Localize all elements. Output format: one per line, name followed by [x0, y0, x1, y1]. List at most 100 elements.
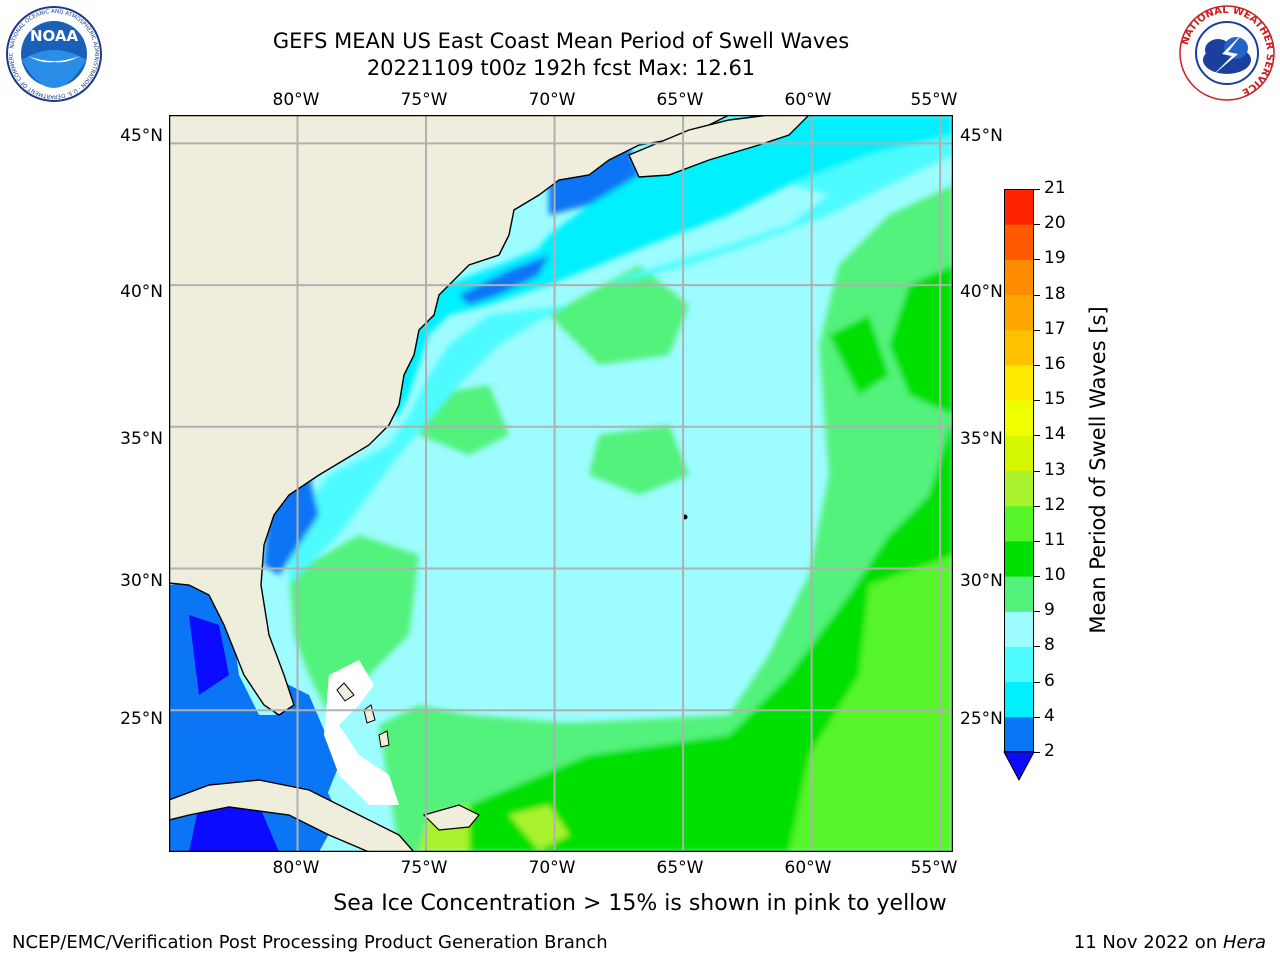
colorbar-tick-mark	[1034, 505, 1040, 507]
colorbar-extend-arrow	[1003, 751, 1035, 782]
colorbar-swatch	[1004, 716, 1034, 753]
region-11-12s	[789, 555, 953, 852]
hispaniola-land	[422, 804, 480, 831]
colorbar-tick-label: 14	[1044, 424, 1066, 445]
colorbar-tick-mark	[1034, 540, 1040, 542]
lat-label-right-35n: 35°N	[960, 429, 1003, 449]
region-10-11s-north	[889, 265, 953, 415]
colorbar-tick-label: 17	[1044, 318, 1066, 339]
colorbar-tick-mark	[1034, 189, 1040, 190]
colorbar-tick-mark	[1034, 716, 1040, 718]
colorbar-tick-label: 6	[1044, 670, 1055, 691]
colorbar-swatch	[1004, 435, 1034, 471]
colorbar-tick-label: 9	[1044, 600, 1055, 621]
lon-label-bottom-55w: 55°W	[910, 858, 958, 878]
colorbar-tick-label: 8	[1044, 635, 1055, 656]
lat-label-right-45n: 45°N	[960, 126, 1003, 146]
colorbar-swatch	[1004, 189, 1034, 225]
colorbar-tick-label: 18	[1044, 283, 1066, 304]
colorbar-tick-label: 10	[1044, 565, 1066, 586]
colorbar-tick-mark	[1034, 224, 1040, 226]
lat-label-right-30n: 30°N	[960, 571, 1003, 591]
footer-date: 11 Nov 2022 on Hera	[1074, 932, 1266, 953]
colorbar-swatch	[1004, 364, 1034, 401]
colorbar-tick-mark	[1034, 400, 1040, 402]
nova-scotia-land	[628, 115, 810, 178]
region-mid-patch	[589, 425, 689, 495]
colorbar-swatch	[1004, 259, 1034, 296]
colorbar-tick-mark	[1034, 435, 1040, 437]
colorbar-tick-label: 15	[1044, 389, 1066, 410]
colorbar-tick-mark	[1034, 294, 1040, 296]
colorbar-tick-label: 20	[1044, 213, 1066, 234]
colorbar-tick-mark	[1034, 646, 1040, 648]
colorbar-swatch	[1004, 470, 1034, 507]
colorbar-tick-label: 21	[1044, 178, 1066, 198]
lon-label-bottom-70w: 70°W	[528, 858, 576, 878]
colorbar-swatch	[1004, 294, 1034, 331]
us-east-coast-land	[169, 115, 730, 716]
colorbar-tick-mark	[1034, 259, 1040, 261]
region-4-6s-north	[509, 115, 953, 285]
colorbar-tick-mark	[1034, 576, 1040, 578]
colorbar-swatch	[1004, 681, 1034, 718]
colorbar-tick-label: 13	[1044, 459, 1066, 480]
bahamas-islands	[336, 682, 390, 748]
lat-label-left-30n: 30°N	[120, 571, 163, 591]
chart-title: GEFS MEAN US East Coast Mean Period of S…	[272, 29, 850, 53]
lon-label-top-75w: 75°W	[400, 90, 448, 110]
chart-subtitle: 20221109 t00z 192h fcst Max: 12.61	[366, 56, 756, 80]
footer-credit: NCEP/EMC/Verification Post Processing Pr…	[12, 932, 608, 953]
lon-label-top-55w: 55°W	[910, 90, 958, 110]
footer-date-text: 11 Nov 2022 on	[1073, 932, 1223, 953]
colorbar-swatch	[1004, 576, 1034, 612]
lat-label-right-40n: 40°N	[960, 282, 1003, 302]
lon-label-top-70w: 70°W	[528, 90, 576, 110]
region-north-patch-1	[549, 265, 689, 365]
lat-label-right-25n: 25°N	[960, 709, 1003, 729]
region-10-11s-patch	[829, 315, 889, 395]
swell-period-map	[169, 115, 953, 852]
sea-ice-note: Sea Ice Concentration > 15% is shown in …	[333, 891, 947, 916]
colorbar-tick-mark	[1034, 611, 1040, 613]
colorbar-swatch	[1004, 224, 1034, 260]
nws-logo: NATIONAL WEATHER SERVICE	[1179, 5, 1275, 101]
colorbar-tick-label: 11	[1044, 529, 1066, 550]
colorbar-label: Mean Period of Swell Waves [s]	[1086, 306, 1110, 634]
lon-label-bottom-60w: 60°W	[784, 858, 832, 878]
colorbar-tick-label: 4	[1044, 705, 1055, 726]
noaa-logo-text: NOAA	[30, 27, 79, 45]
map-gridlines	[169, 115, 953, 852]
colorbar-swatch	[1004, 329, 1034, 366]
colorbar-tick-label: 12	[1044, 494, 1066, 515]
lon-label-bottom-65w: 65°W	[656, 858, 704, 878]
colorbar-tick-mark	[1034, 329, 1040, 331]
colorbar	[1003, 189, 1035, 782]
colorbar-swatch	[1004, 505, 1034, 542]
lat-label-left-40n: 40°N	[120, 282, 163, 302]
colorbar-swatch	[1004, 611, 1034, 647]
colorbar-swatches	[1003, 189, 1035, 782]
lat-label-left-25n: 25°N	[120, 709, 163, 729]
lon-label-top-80w: 80°W	[272, 90, 320, 110]
map-border	[169, 115, 953, 852]
colorbar-tick-mark	[1034, 681, 1040, 683]
region-6-8s-north	[289, 115, 953, 585]
colorbar-border	[1004, 189, 1034, 752]
lon-label-top-65w: 65°W	[656, 90, 704, 110]
colorbar-tick-label: 2	[1044, 741, 1055, 761]
cuba-land	[169, 779, 415, 852]
colorbar-swatch	[1004, 646, 1034, 683]
colorbar-tick-label: 16	[1044, 353, 1066, 374]
colorbar-tick-label: 19	[1044, 248, 1066, 269]
map-plot-area	[169, 115, 953, 852]
colorbar-tick-mark	[1034, 752, 1040, 753]
colorbar-swatch	[1004, 400, 1034, 436]
lon-label-bottom-80w: 80°W	[272, 858, 320, 878]
lon-label-top-60w: 60°W	[784, 90, 832, 110]
lon-label-bottom-75w: 75°W	[400, 858, 448, 878]
region-2-4s-long-island	[459, 255, 549, 305]
region-9-10s-west	[289, 535, 419, 715]
colorbar-tick-mark	[1034, 470, 1040, 472]
colorbar-swatch	[1004, 540, 1034, 577]
